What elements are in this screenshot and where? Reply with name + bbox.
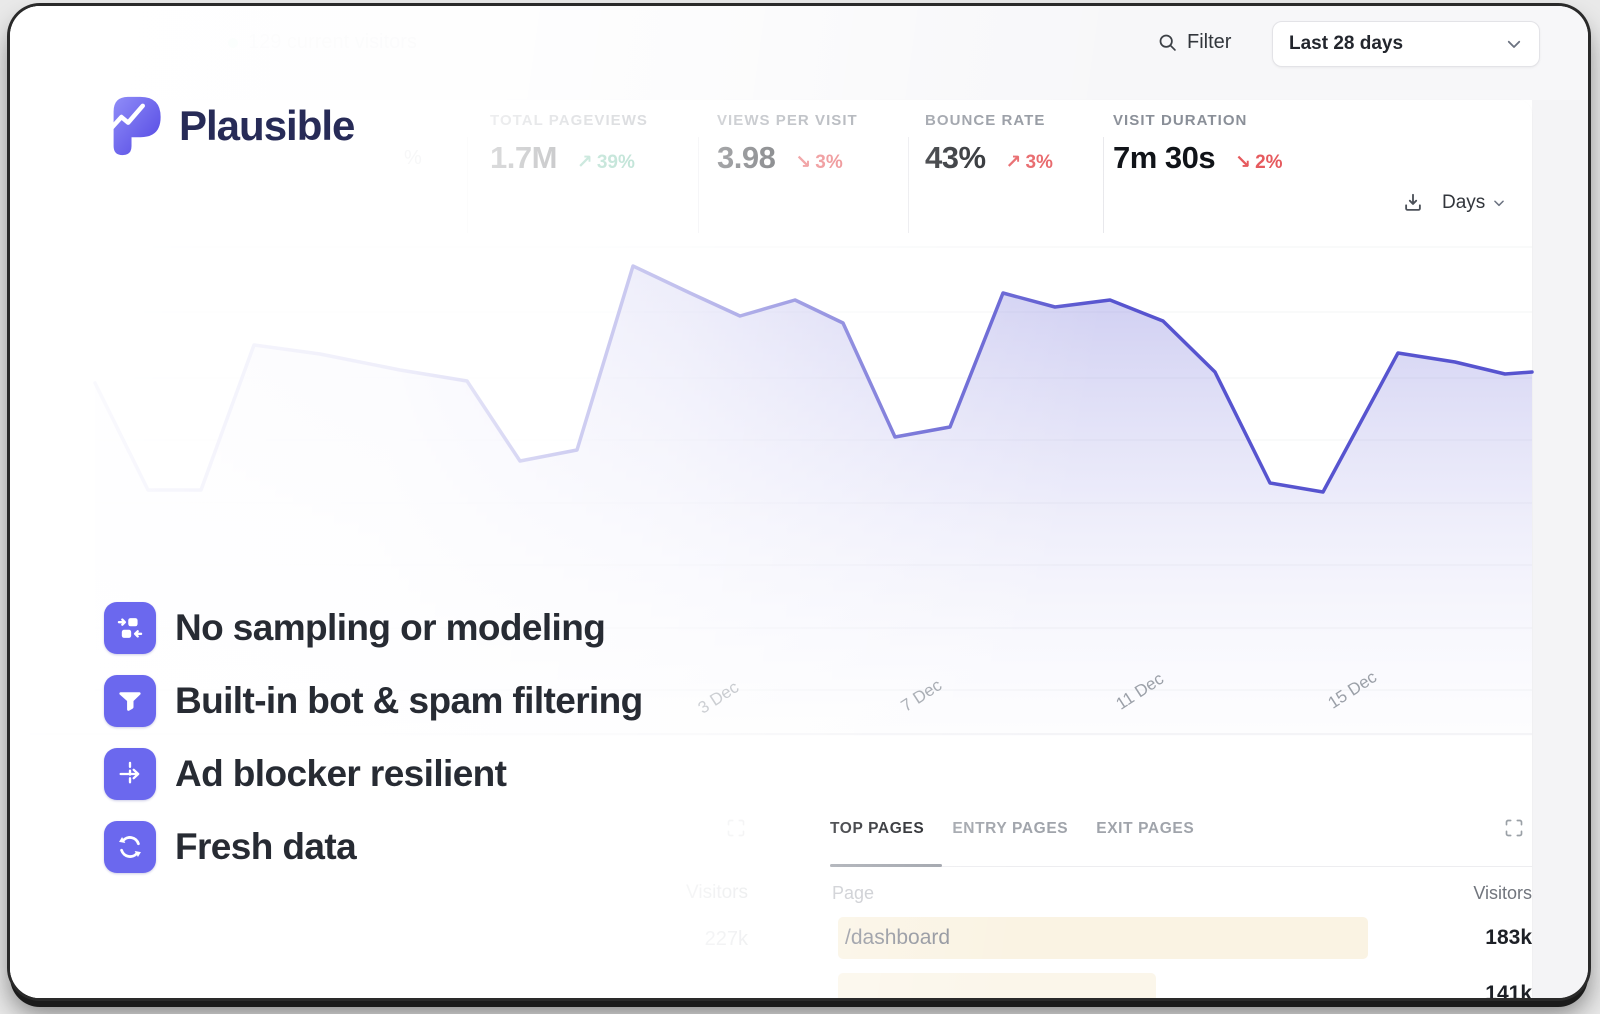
current-visitors-label: 129 current visitors (248, 31, 417, 53)
feature-bot-spam-filtering: Built-in bot & spam filtering (104, 675, 643, 727)
plausible-wordmark: Plausible (179, 102, 355, 149)
filter-button[interactable]: Filter (1157, 31, 1231, 54)
feature-fresh-data: Fresh data (104, 821, 643, 873)
chevron-down-icon (1494, 200, 1505, 207)
current-visitors: 129 current visitors (228, 31, 417, 54)
page-row-value: 183k (1485, 926, 1532, 949)
pages-tabs: TOP PAGES ENTRY PAGES EXIT PAGES (830, 820, 1194, 838)
trend-up-icon: ↗ (1005, 152, 1022, 173)
plausible-logo-icon (108, 92, 164, 160)
stat-bounce-rate[interactable]: BOUNCE RATE 43% ↗ 3% (925, 112, 1053, 175)
trend-down-icon: ↘ (1235, 152, 1252, 173)
interval-select[interactable]: Days (1442, 192, 1506, 214)
visitors-column-header: Visitors (1473, 883, 1532, 903)
trend-up-icon: ↗ (576, 152, 593, 173)
feature-ad-blocker: Ad blocker resilient (104, 748, 643, 800)
chevron-down-icon (1505, 35, 1523, 53)
page-row-value: 141k (1485, 982, 1532, 998)
live-dot-icon (228, 37, 238, 48)
funnel-icon (104, 675, 156, 727)
search-icon (1157, 32, 1178, 53)
filter-label: Filter (1187, 31, 1232, 53)
page-background-gutter (1532, 100, 1588, 998)
row-highlight-bar (838, 973, 1156, 998)
stat-views-per-visit[interactable]: VIEWS PER VISIT 3.98 ↘ 3% (717, 112, 858, 175)
arrow-through-barrier-icon (104, 748, 156, 800)
stat-total-pageviews[interactable]: TOTAL PAGEVIEWS 1.7M ↗ 39% (490, 112, 648, 175)
download-icon[interactable] (1402, 192, 1424, 214)
stat-divider (908, 137, 909, 233)
screenshot-frame: Visitors 227k (10, 6, 1588, 998)
stat-divider (698, 137, 699, 233)
plausible-logo: Plausible (108, 92, 355, 160)
pages-panel: TOP PAGES ENTRY PAGES EXIT PAGES Page Vi… (830, 810, 1532, 998)
partial-stat-fragment: % (404, 147, 422, 169)
date-range-select[interactable]: Last 28 days (1272, 21, 1540, 67)
feature-list: No sampling or modeling Built-in bot & s… (104, 602, 643, 894)
tab-top-pages[interactable]: TOP PAGES (830, 820, 925, 837)
trend-down-icon: ↘ (795, 152, 812, 173)
feature-no-sampling: No sampling or modeling (104, 602, 643, 654)
page-column-header: Page (832, 883, 875, 903)
side-visitors-value: 227k (704, 928, 748, 950)
side-visitors-header: Visitors (686, 882, 748, 903)
stat-visit-duration[interactable]: VISIT DURATION 7m 30s ↘ 2% (1113, 112, 1283, 175)
stat-divider (1103, 137, 1104, 233)
date-range-value: Last 28 days (1289, 33, 1404, 54)
expand-icon[interactable] (726, 818, 746, 838)
stat-divider (467, 137, 468, 233)
active-tab-underline (830, 864, 942, 867)
chart-toolbar: Days (1402, 192, 1506, 214)
page-row-label[interactable]: /dashboard (845, 926, 951, 949)
tab-entry-pages[interactable]: ENTRY PAGES (952, 820, 1069, 837)
expand-icon[interactable] (1504, 818, 1524, 838)
sampling-squares-icon (104, 602, 156, 654)
refresh-icon (104, 821, 156, 873)
tab-exit-pages[interactable]: EXIT PAGES (1096, 820, 1195, 837)
